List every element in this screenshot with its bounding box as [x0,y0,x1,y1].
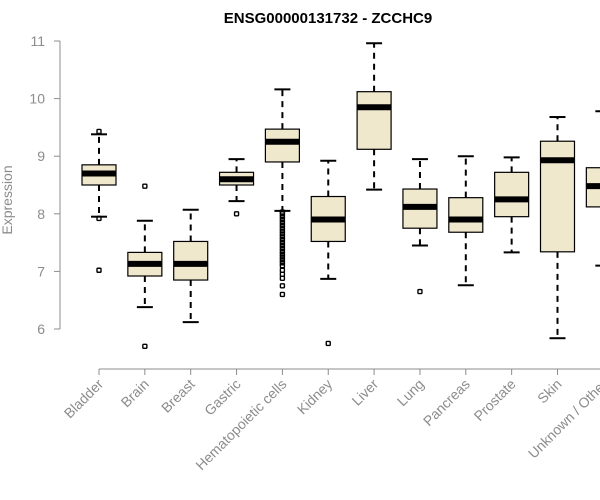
x-tick-label: Prostate [471,376,519,424]
box-prostate [494,156,530,254]
x-tick-label: Hematopoietic cells [192,376,289,473]
box-hematopoietic-cells [264,88,300,298]
outlier-point [279,283,286,289]
box-skin [539,116,576,340]
outlier-point [96,128,102,135]
iqr-box [264,128,300,163]
outlier-point [279,242,286,249]
box-brain [127,183,163,349]
outlier-point [279,222,286,229]
x-tick-label: Skin [534,376,565,407]
y-tick-label: 10 [29,91,45,107]
y-tick-label: 6 [37,321,45,337]
y-axis: 6 7 8 9 10 11 [29,33,61,337]
x-tick-label: Bladder [61,376,107,422]
outlier-point [279,291,286,298]
outlier-point [279,216,286,223]
box-gastric [218,158,255,217]
box-bladder [81,128,117,273]
y-axis-label: Expression [0,165,15,234]
x-tick-label: Brain [118,376,152,410]
outlier-point [279,234,286,240]
outlier-point [279,219,286,226]
outlier-point [417,288,423,295]
chart-title: ENSG00000131732 - ZCCHC9 [224,10,432,27]
x-tick-label: Breast [158,376,198,416]
outlier-point [279,254,286,260]
iqr-box [356,91,392,150]
outlier-point [279,231,286,237]
outlier-point [279,239,286,246]
outlier-point [279,257,286,263]
iqr-box [173,240,209,281]
y-tick-label: 11 [30,33,45,49]
outlier-point [279,225,286,231]
box-kidney [310,159,346,347]
x-tick-label: Kidney [294,376,336,418]
box-breast [173,208,209,324]
box-unknown-other [585,110,600,267]
y-tick-label: 9 [37,148,45,164]
outlier-point [142,343,148,349]
x-tick-label: Pancreas [420,376,473,429]
box-liver [356,42,392,191]
outlier-point [279,228,286,234]
boxes [81,42,600,349]
box-lung [402,158,438,295]
outlier-point [279,237,286,243]
outlier-point [233,211,240,217]
x-tick-label: Liver [348,376,381,409]
outlier-point [279,260,286,266]
iqr-box [448,197,484,233]
outlier-point [279,248,286,254]
outlier-point [279,209,286,215]
outlier-point [96,267,102,273]
y-tick-label: 8 [37,206,45,222]
y-tick-label: 7 [37,263,45,279]
outlier-point [279,262,286,269]
outlier-point [279,251,286,257]
outlier-point [142,183,148,189]
x-tick-label: Lung [394,376,427,409]
outlier-point [279,267,286,273]
box-pancreas [448,155,484,287]
iqr-box [494,171,530,218]
x-tick-label: Gastric [201,376,244,419]
outlier-point [96,215,102,222]
outlier-point [325,340,331,347]
outlier-point [279,245,286,252]
